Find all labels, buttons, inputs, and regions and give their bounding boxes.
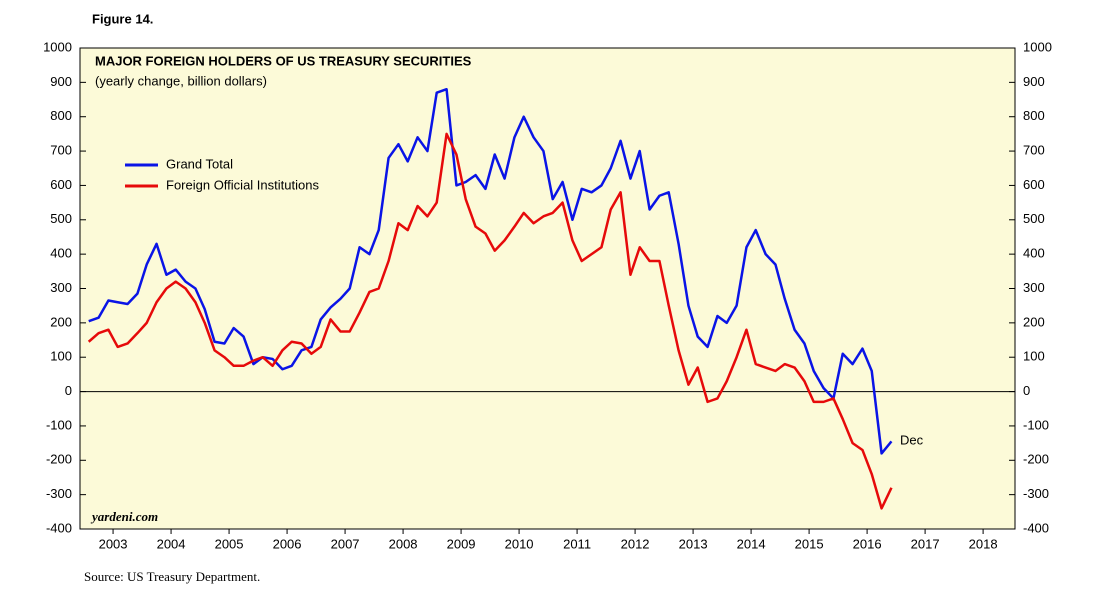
y-tick-label: -300 <box>46 486 72 501</box>
y-tick-label: 700 <box>50 143 72 158</box>
legend-label: Grand Total <box>166 156 233 171</box>
x-tick-label: 2016 <box>853 536 882 551</box>
y2-tick-label: 200 <box>1023 314 1045 329</box>
y-tick-label: 300 <box>50 280 72 295</box>
y2-tick-label: 400 <box>1023 246 1045 261</box>
x-tick-label: 2003 <box>99 536 128 551</box>
y2-tick-label: 1000 <box>1023 39 1052 54</box>
x-tick-label: 2013 <box>679 536 708 551</box>
y-tick-label: 100 <box>50 349 72 364</box>
y-tick-label: 200 <box>50 314 72 329</box>
x-tick-label: 2009 <box>447 536 476 551</box>
chart-subtitle: (yearly change, billion dollars) <box>95 73 267 88</box>
figure-label: Figure 14. <box>92 11 153 26</box>
y-tick-label: 400 <box>50 246 72 261</box>
x-tick-label: 2011 <box>563 536 591 551</box>
x-tick-label: 2007 <box>331 536 360 551</box>
y-tick-label: 1000 <box>43 39 72 54</box>
y2-tick-label: 300 <box>1023 280 1045 295</box>
y-tick-label: -100 <box>46 417 72 432</box>
y2-tick-label: -100 <box>1023 417 1049 432</box>
y-tick-label: 600 <box>50 177 72 192</box>
y2-tick-label: 100 <box>1023 349 1045 364</box>
x-tick-label: 2005 <box>215 536 244 551</box>
x-tick-label: 2012 <box>621 536 650 551</box>
x-tick-label: 2015 <box>795 536 824 551</box>
x-tick-label: 2004 <box>157 536 186 551</box>
y-tick-label: 900 <box>50 74 72 89</box>
x-tick-label: 2014 <box>737 536 766 551</box>
series-line <box>87 132 893 510</box>
y-tick-label: -200 <box>46 452 72 467</box>
y2-tick-label: 900 <box>1023 74 1045 89</box>
y2-tick-label: 700 <box>1023 143 1045 158</box>
chart-title: MAJOR FOREIGN HOLDERS OF US TREASURY SEC… <box>95 53 472 68</box>
y2-tick-label: 500 <box>1023 211 1045 226</box>
y2-tick-label: -200 <box>1023 452 1049 467</box>
y2-tick-label: -300 <box>1023 486 1049 501</box>
y-tick-label: 500 <box>50 211 72 226</box>
annotation: Dec <box>900 432 924 447</box>
y-tick-label: 800 <box>50 108 72 123</box>
x-tick-label: 2006 <box>273 536 302 551</box>
x-tick-label: 2010 <box>505 536 534 551</box>
legend-label: Foreign Official Institutions <box>166 177 319 192</box>
plot-area <box>79 47 1016 530</box>
source: Source: US Treasury Department. <box>84 569 260 584</box>
y-tick-label: -400 <box>46 520 72 535</box>
y2-tick-label: 600 <box>1023 177 1045 192</box>
x-tick-label: 2018 <box>969 536 998 551</box>
series-line <box>88 87 893 455</box>
x-tick-label: 2008 <box>389 536 418 551</box>
watermark: yardeni.com <box>90 509 158 524</box>
y2-tick-label: -400 <box>1023 520 1049 535</box>
x-tick-label: 2017 <box>911 536 940 551</box>
y2-tick-label: 0 <box>1023 383 1030 398</box>
y2-tick-label: 800 <box>1023 108 1045 123</box>
y-tick-label: 0 <box>65 383 72 398</box>
